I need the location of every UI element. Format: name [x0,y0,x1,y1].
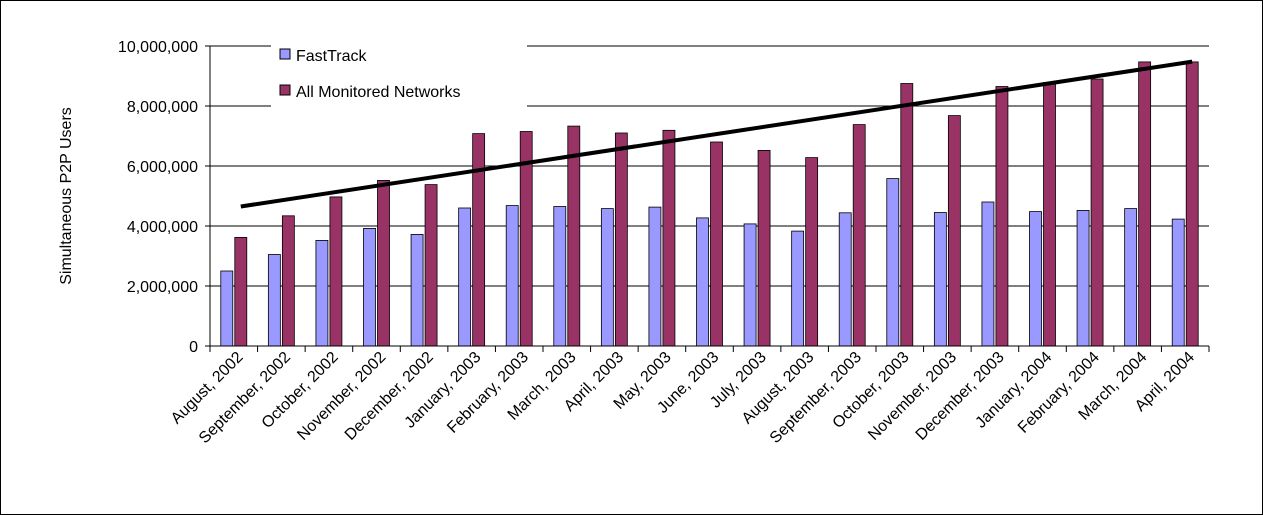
legend-background [271,30,527,110]
x-tick-label: February, 2004 [1015,349,1103,437]
y-tick-label: 8,000,000 [127,99,198,116]
x-tick-label: November, 2002 [294,349,389,444]
bar-all-networks [757,149,771,347]
y-axis-label: Simultaneous P2P Users [58,107,75,285]
bar-fasttrack [743,223,757,347]
bar-all-networks [1138,61,1152,347]
bar-all-networks [472,133,486,347]
bar-all-networks [424,184,438,347]
bar-fasttrack [1029,211,1042,347]
x-tick-label: February, 2003 [444,349,532,437]
y-tick-label: 2,000,000 [127,279,198,296]
bar-all-networks [234,236,248,347]
legend-label-all-networks: All Monitored Networks [296,84,461,101]
bar-all-networks [1185,61,1199,347]
bar-fasttrack [696,217,709,347]
bar-all-networks [377,179,390,347]
legend-swatch-fasttrack [279,48,291,60]
bar-fasttrack [267,254,281,347]
bar-fasttrack [648,206,662,347]
bar-fasttrack [1076,209,1090,347]
bar-fasttrack [505,205,519,347]
legend: FastTrack All Monitored Networks [271,30,527,110]
bar-all-networks [614,132,628,347]
bar-fasttrack [458,207,472,347]
bar-fasttrack [1171,218,1185,347]
bar-fasttrack [220,270,234,347]
y-tick-label: 4,000,000 [127,219,198,236]
bar-all-networks [1090,78,1104,347]
legend-swatch-all-networks [279,84,291,96]
x-tick-label: December, 2002 [342,349,437,444]
y-tick-labels: 0 2,000,000 4,000,000 6,000,000 8,000,000 10,… [118,39,198,356]
y-tick-label: 6,000,000 [127,159,198,176]
bar-all-networks [1043,82,1056,347]
y-tick-label: 0 [189,339,198,356]
bar-all-networks [852,124,866,347]
axes [205,45,1210,352]
bar-all-networks [329,196,343,347]
legend-label-fasttrack: FastTrack [296,48,368,65]
bar-all-networks [900,83,914,347]
x-tick-label: December, 2003 [913,349,1008,444]
bar-all-networks [947,115,961,347]
bar-all-networks [995,86,1009,347]
bar-fasttrack [838,212,852,347]
bar-fasttrack [363,227,376,347]
bar-all-networks [567,125,581,347]
bar-fasttrack [600,208,614,347]
bar-all-networks [281,215,295,347]
trendline-path [240,59,1193,209]
bar-fasttrack [1124,208,1138,347]
bar-fasttrack [553,206,567,347]
y-tick-label: 10,000,000 [118,39,198,56]
bar-all-networks [710,141,723,347]
bar-fasttrack [981,201,995,347]
bar-fasttrack [791,230,805,347]
bar-fasttrack [886,178,900,347]
bar-fasttrack [410,233,424,347]
trendline [240,59,1193,209]
bar-fasttrack [933,212,947,347]
bar-all-networks [805,157,819,347]
bar-all-networks [662,129,676,347]
bar-fasttrack [315,239,329,347]
x-tick-label: November, 2003 [865,349,960,444]
